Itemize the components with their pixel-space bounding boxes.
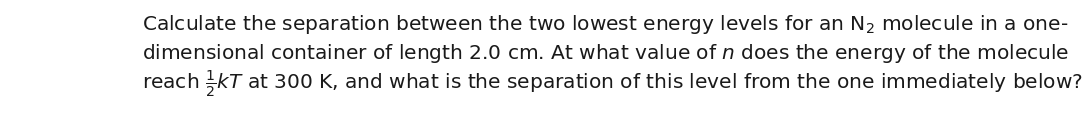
Text: reach $\frac{1}{2}$$kT$ at 300 K, and what is the separation of this level from : reach $\frac{1}{2}$$kT$ at 300 K, and wh… [142,68,1083,98]
Text: Calculate the separation between the two lowest energy levels for an N$_2$ molec: Calculate the separation between the two… [142,13,1069,36]
Text: dimensional container of length 2.0 cm. At what value of $n$ does the energy of : dimensional container of length 2.0 cm. … [142,41,1070,64]
